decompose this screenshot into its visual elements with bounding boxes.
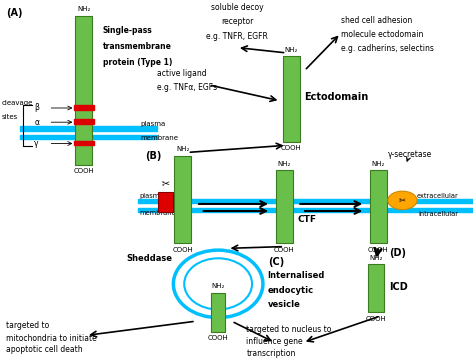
Text: Sheddase: Sheddase (127, 254, 173, 263)
Text: apoptotic cell death: apoptotic cell death (6, 345, 83, 355)
Text: shed cell adhesion: shed cell adhesion (341, 16, 412, 25)
Text: membrane: membrane (140, 135, 178, 141)
Text: NH₂: NH₂ (277, 161, 291, 167)
FancyBboxPatch shape (283, 56, 300, 142)
Text: COOH: COOH (365, 316, 386, 322)
Text: influence gene: influence gene (246, 337, 303, 346)
Text: plasma: plasma (139, 193, 164, 199)
Text: active ligand: active ligand (157, 69, 207, 78)
Text: intracellular: intracellular (419, 211, 458, 217)
Text: endocytic: endocytic (268, 286, 314, 295)
Text: COOH: COOH (173, 247, 193, 253)
Text: ✂: ✂ (399, 196, 406, 205)
Text: COOH: COOH (73, 168, 94, 174)
FancyBboxPatch shape (276, 170, 292, 243)
FancyBboxPatch shape (211, 293, 225, 332)
FancyBboxPatch shape (138, 199, 473, 203)
FancyBboxPatch shape (367, 264, 384, 312)
Text: (C): (C) (268, 257, 284, 267)
Text: transmembrane: transmembrane (103, 42, 172, 51)
Text: vesicle: vesicle (268, 300, 301, 309)
FancyBboxPatch shape (158, 192, 173, 212)
Text: NH₂: NH₂ (369, 255, 383, 261)
Text: e.g. TNFR, EGFR: e.g. TNFR, EGFR (206, 32, 268, 40)
Text: (A): (A) (6, 9, 23, 18)
FancyBboxPatch shape (20, 135, 157, 139)
Ellipse shape (388, 191, 417, 210)
Text: NH₂: NH₂ (77, 6, 91, 12)
Text: e.g. cadherins, selectins: e.g. cadherins, selectins (341, 44, 434, 53)
Text: extracellular: extracellular (417, 193, 458, 199)
Text: targeted to: targeted to (6, 321, 49, 330)
FancyBboxPatch shape (74, 141, 94, 145)
Text: sites: sites (1, 114, 18, 120)
Text: Single-pass: Single-pass (103, 26, 153, 35)
Text: ICD: ICD (389, 282, 408, 292)
Text: transcription: transcription (246, 349, 296, 358)
FancyBboxPatch shape (74, 105, 94, 110)
Text: NH₂: NH₂ (284, 47, 298, 53)
Text: γ: γ (35, 139, 39, 148)
Text: molecule ectodomain: molecule ectodomain (341, 30, 423, 39)
Text: COOH: COOH (208, 335, 228, 342)
Text: NH₂: NH₂ (372, 161, 385, 167)
Text: α: α (35, 118, 39, 127)
Text: CTF: CTF (297, 216, 316, 225)
Text: cleavage: cleavage (1, 100, 33, 106)
Text: targeted to nucleus to: targeted to nucleus to (246, 325, 332, 334)
Text: (D): (D) (389, 248, 406, 258)
FancyBboxPatch shape (74, 119, 94, 124)
Text: plasma: plasma (140, 121, 165, 127)
FancyBboxPatch shape (20, 126, 157, 131)
Text: β: β (35, 104, 39, 113)
Text: NH₂: NH₂ (211, 283, 225, 289)
Text: Internalised: Internalised (268, 271, 325, 280)
Text: e.g. TNFα, EGFs: e.g. TNFα, EGFs (157, 83, 217, 92)
Text: receptor: receptor (221, 17, 253, 26)
FancyBboxPatch shape (370, 170, 387, 243)
Text: protein (Type 1): protein (Type 1) (103, 58, 172, 67)
Text: ✂: ✂ (161, 178, 169, 188)
Text: COOH: COOH (281, 145, 301, 151)
Text: mitochondria to initiate: mitochondria to initiate (6, 334, 97, 343)
Text: COOH: COOH (274, 247, 294, 253)
Text: γ-secretase: γ-secretase (388, 150, 432, 159)
Text: Ectodomain: Ectodomain (304, 92, 369, 102)
FancyBboxPatch shape (75, 16, 92, 165)
FancyBboxPatch shape (138, 208, 473, 212)
FancyBboxPatch shape (174, 156, 191, 243)
Text: NH₂: NH₂ (176, 147, 190, 152)
Text: COOH: COOH (368, 247, 389, 253)
Text: membrane: membrane (139, 210, 176, 216)
Text: (B): (B) (145, 151, 162, 161)
Text: soluble decoy: soluble decoy (210, 3, 264, 12)
